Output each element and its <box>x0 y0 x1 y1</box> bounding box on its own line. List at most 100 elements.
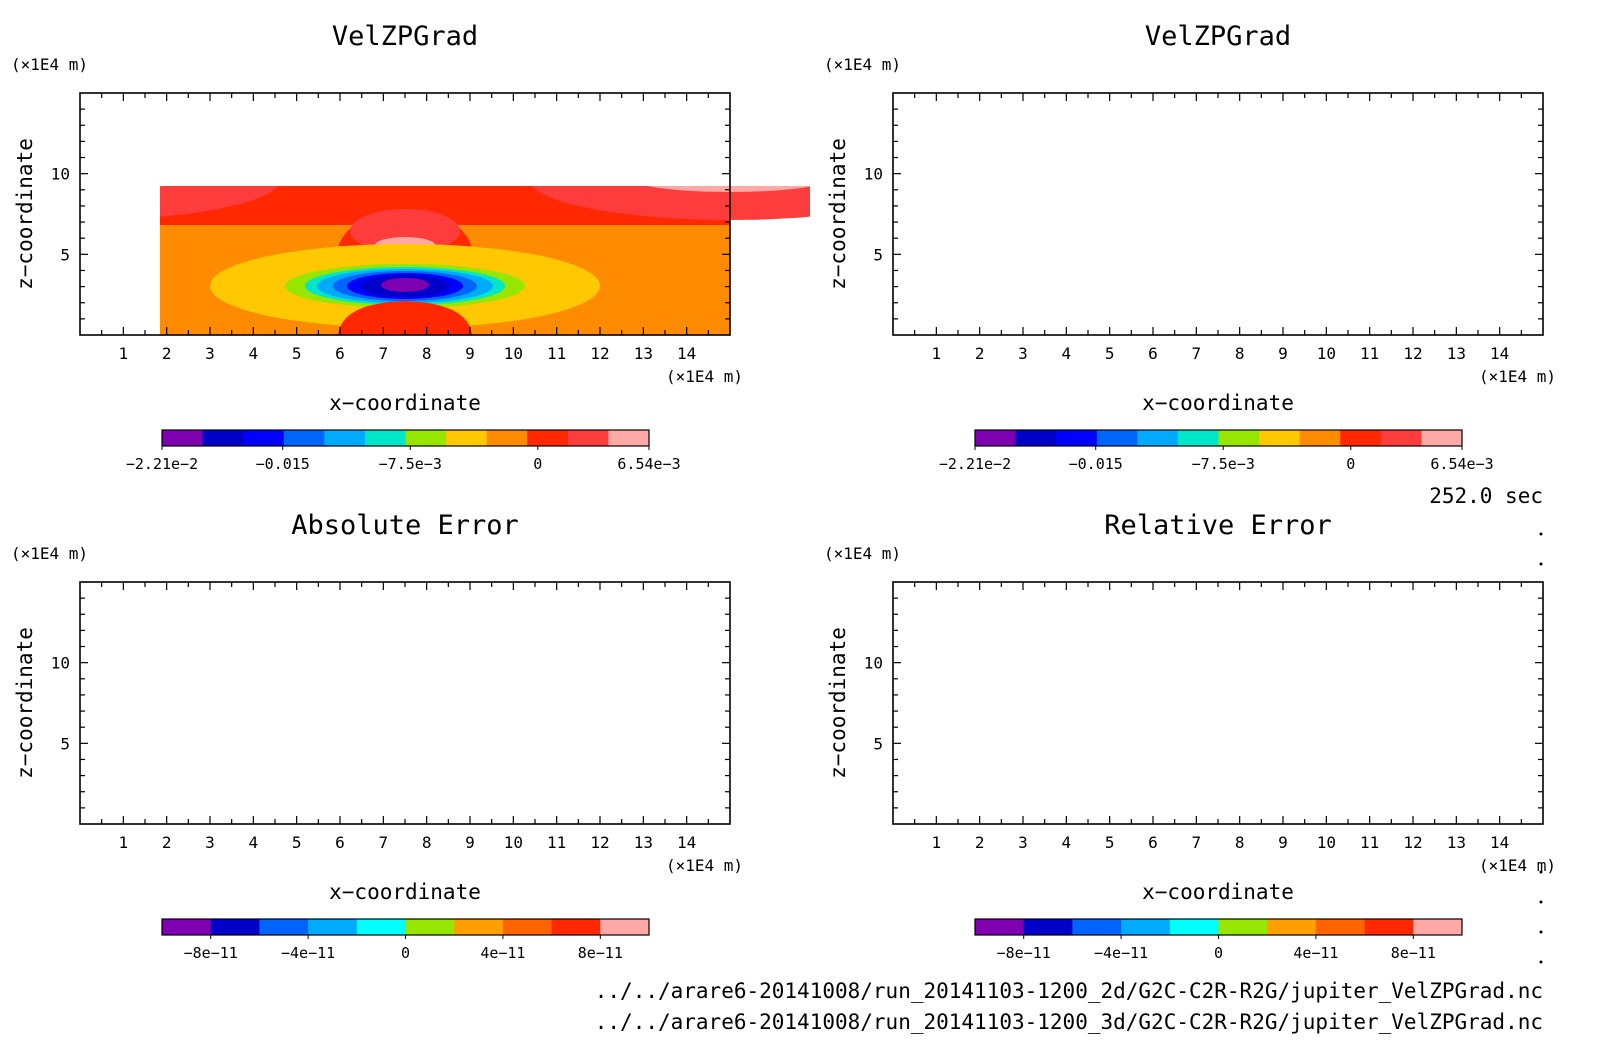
colorbar-swatch <box>1259 430 1301 446</box>
colorbar: −2.21e−2 −0.015 −7.5e−3 0 6.54e−3 <box>126 429 681 473</box>
x-tick-label: 11 <box>547 344 566 363</box>
colorbar: −8e−11 −4e−11 0 4e−11 8e−11 <box>974 918 1463 962</box>
plot-frame <box>892 92 1544 336</box>
colorbar-swatch <box>1380 430 1422 446</box>
colorbar-tick-label: 0 <box>401 944 410 962</box>
colorbar-swatch <box>1267 919 1317 935</box>
colorbar-swatch <box>1340 430 1382 446</box>
x-tick-label: 1 <box>119 344 129 363</box>
x-tick-label: 14 <box>677 344 696 363</box>
contour-jet-yellow <box>1023 244 1413 328</box>
colorbar-swatch <box>1421 430 1463 446</box>
colorbar-swatch <box>1315 919 1366 935</box>
colorbar-swatch <box>405 430 447 446</box>
x-tick-label: 4 <box>249 833 259 852</box>
colorbar-swatch <box>975 919 1025 935</box>
contour-green-ur <box>1453 108 1604 138</box>
colorbar-swatch <box>210 919 260 935</box>
y-axis-label: z−coordinate <box>13 627 37 779</box>
colorbar-swatch <box>162 430 204 446</box>
colorbar-swatch <box>243 430 285 446</box>
plot-frame <box>892 581 1544 825</box>
contour-pink-r <box>1448 168 1604 192</box>
colorbar-tick-label: −4e−11 <box>281 944 335 962</box>
colorbar-tick-label: −4e−11 <box>1094 944 1148 962</box>
x-tick-label: 14 <box>1490 344 1509 363</box>
contour-lightred-uc <box>310 101 500 149</box>
contour-pink-uc <box>363 115 447 135</box>
colorbar-swatch <box>1413 919 1463 935</box>
colorbar: −8e−11 −4e−11 0 4e−11 8e−11 <box>161 918 650 962</box>
contour-lobe-lightred <box>1163 209 1273 253</box>
y-tick-label: 10 <box>864 654 883 673</box>
contour-pink-r <box>647 186 810 192</box>
x-tick-label: 2 <box>975 833 985 852</box>
colorbar-swatch <box>1096 430 1138 446</box>
colorbar-frame <box>161 429 650 447</box>
y-tick-label: 5 <box>60 734 70 753</box>
contour-lightred-r <box>532 186 810 220</box>
y-tick-label: 5 <box>873 734 883 753</box>
y-axis-label: z−coordinate <box>826 138 850 290</box>
x-axis-label: x−coordinate <box>1142 391 1294 415</box>
x-tick-label: 2 <box>975 344 985 363</box>
y-tick-label: 10 <box>51 654 70 673</box>
panel-title: VelZPGrad <box>1145 21 1291 52</box>
x-tick-label: 9 <box>1278 833 1288 852</box>
colorbar-tick-label: 6.54e−3 <box>1430 455 1493 473</box>
x-axis-label: x−coordinate <box>329 880 481 904</box>
panel-relative-error: Relative Error(×1E4 m)1 2 3 4 5 6 7 8 9 10 11 12 13 1… <box>824 510 1556 962</box>
contour-band-red-mid <box>893 150 1543 225</box>
colorbar-swatch <box>1137 430 1179 446</box>
x-tick-label: 10 <box>1317 833 1336 852</box>
colorbar-swatch <box>405 919 455 935</box>
colorbar-tick-label: −2.21e−2 <box>939 455 1011 473</box>
y-axis-unit: (×1E4 m) <box>11 55 88 74</box>
colorbar-swatch <box>364 430 406 446</box>
x-tick-label: 5 <box>1105 833 1115 852</box>
contour-jet-blue <box>1146 271 1290 301</box>
x-tick-label: 4 <box>1062 344 1072 363</box>
x-tick-label: 3 <box>1018 344 1028 363</box>
x-axis-unit: (×1E4 m) <box>1479 367 1556 386</box>
x-axis-label: x−coordinate <box>329 391 481 415</box>
contour-jet-deepblue <box>1160 273 1276 299</box>
x-tick-label: 13 <box>634 344 653 363</box>
x-tick-label: 4 <box>1062 833 1072 852</box>
contour-lightred-l <box>160 186 278 217</box>
panel-title: Relative Error <box>1104 510 1332 541</box>
time-label: 252.0 sec <box>1429 484 1543 508</box>
x-tick-label: 13 <box>1447 833 1466 852</box>
x-tick-label: 7 <box>379 833 389 852</box>
colorbar-tick-label: −8e−11 <box>184 944 238 962</box>
contour-lobe-pink <box>1188 237 1248 253</box>
x-tick-label: 2 <box>162 833 172 852</box>
contour-pink-l <box>160 186 163 187</box>
file-path-3d: ../../arare6-20141008/run_20141103-1200_… <box>595 1010 1543 1034</box>
x-tick-label: 6 <box>335 344 345 363</box>
x-axis-unit: (×1E4 m) <box>1479 856 1556 875</box>
colorbar-swatch <box>202 430 244 446</box>
contour-lightred-uc <box>1123 101 1313 149</box>
x-tick-label: 11 <box>547 833 566 852</box>
x-tick-label: 8 <box>422 344 432 363</box>
colorbar-swatch <box>1072 919 1122 935</box>
colorbar-swatch <box>308 919 358 935</box>
colorbar-tick-label: −0.015 <box>256 455 310 473</box>
colorbar-swatch <box>356 919 406 935</box>
colorbar-tick-label: 8e−11 <box>578 944 623 962</box>
x-tick-label: 6 <box>1148 344 1158 363</box>
contour-jet-cyan <box>1118 267 1318 305</box>
x-tick-label: 7 <box>379 344 389 363</box>
x-tick-label: 7 <box>1192 344 1202 363</box>
x-tick-label: 11 <box>1360 833 1379 852</box>
x-tick-label: 14 <box>1490 833 1509 852</box>
colorbar-swatch <box>527 430 569 446</box>
colorbar-tick-label: 0 <box>1346 455 1355 473</box>
x-tick-label: 2 <box>162 344 172 363</box>
panel-velzpgrad-3d: VelZPGrad(×1E4 m)1 2 3 4 5 6 7 8 9 10 11 12 13 14510(… <box>824 21 1604 473</box>
contour-jet-navy <box>1174 275 1262 297</box>
x-tick-label: 9 <box>1278 344 1288 363</box>
x-tick-label: 8 <box>1235 344 1245 363</box>
x-tick-label: 13 <box>634 833 653 852</box>
